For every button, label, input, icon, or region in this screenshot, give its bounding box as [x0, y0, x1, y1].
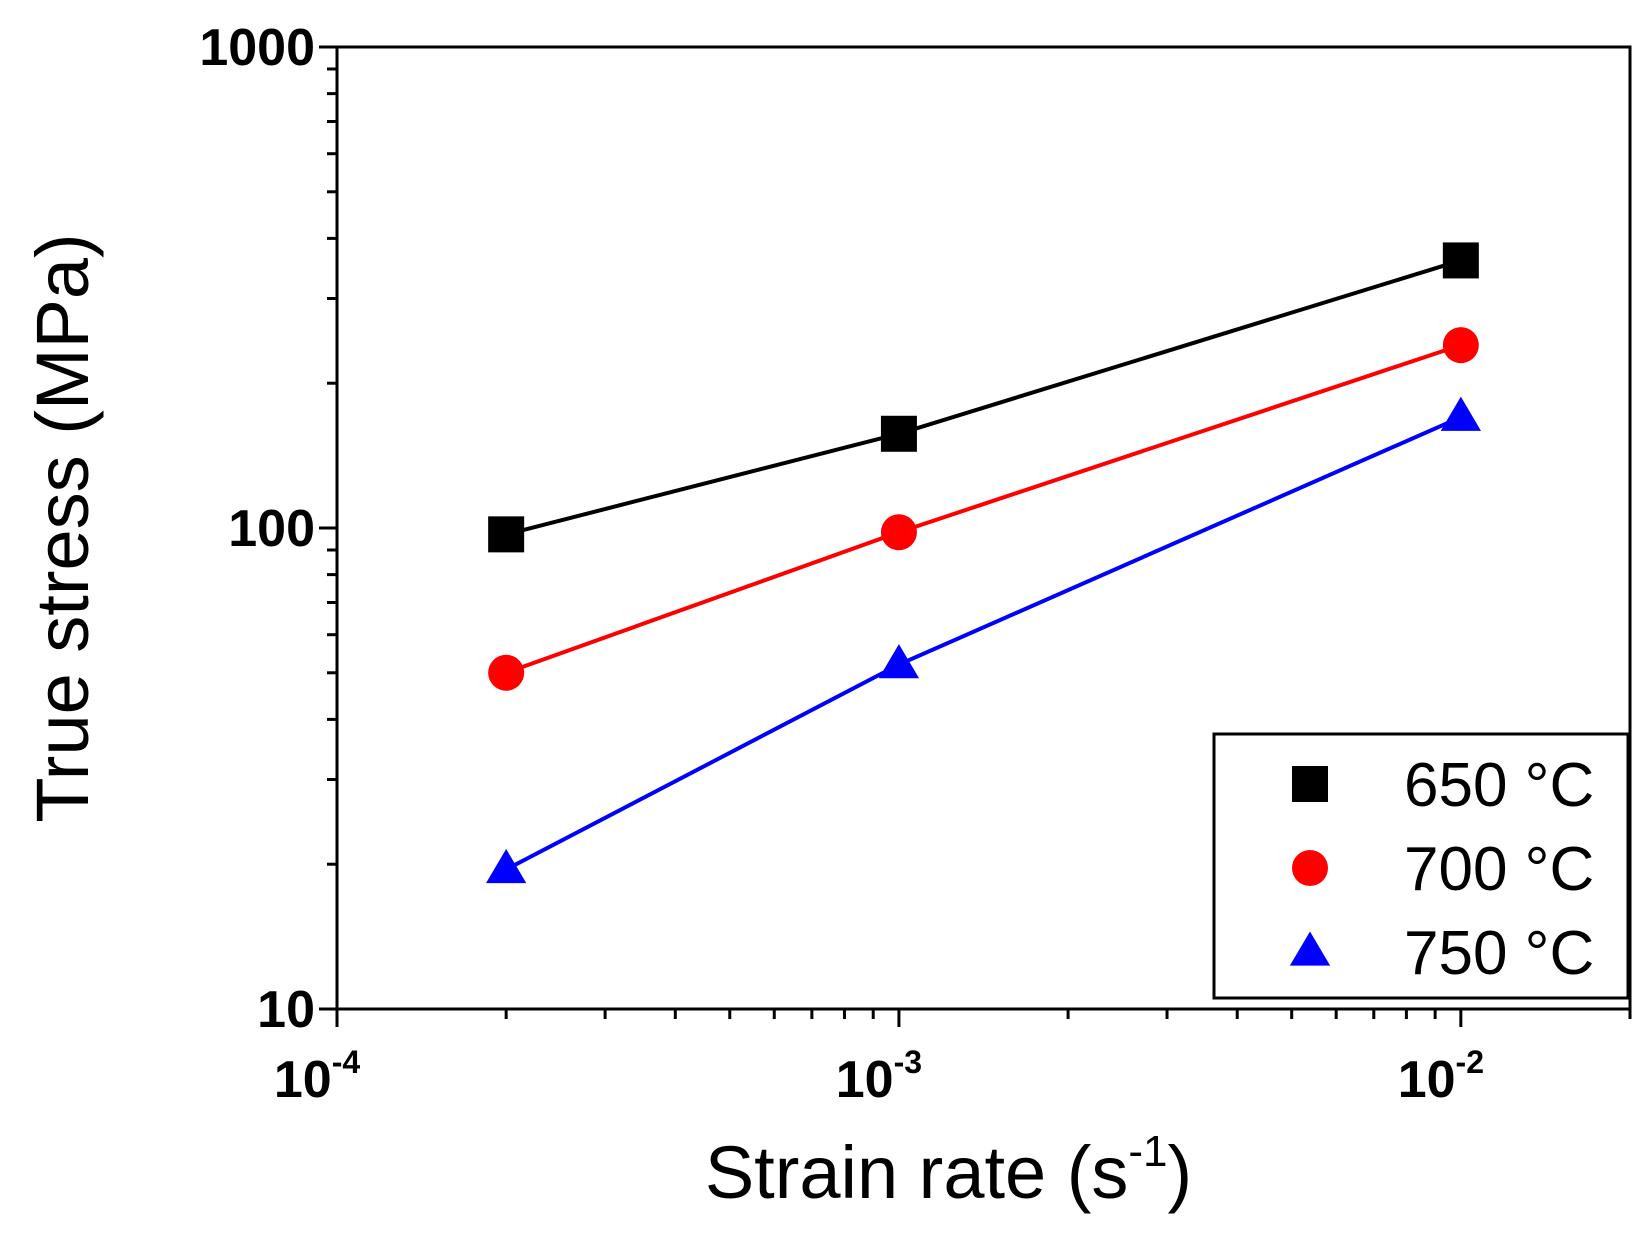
- y-axis-title: True stress (MPa): [21, 233, 104, 822]
- series-line: [505, 343, 1462, 675]
- triangle-marker: [878, 644, 920, 679]
- series-1: [488, 327, 1479, 691]
- y-tick-label: 1000: [199, 19, 315, 77]
- axis-labels: True stress (MPa) Strain rate (s-1): [21, 233, 1192, 1214]
- x-axis-title-main: Strain rate (s: [705, 1131, 1129, 1214]
- y-tick-label: 10: [257, 981, 315, 1039]
- legend: 650 °C 700 °C 750 °C: [1212, 732, 1630, 1000]
- legend-item-1: 700 °C: [1292, 835, 1594, 904]
- square-marker: [488, 516, 525, 553]
- x-tick-label-base: 10: [1398, 1051, 1456, 1109]
- x-tick-label-exponent: -3: [894, 1044, 922, 1080]
- x-tick-label-base: 10: [836, 1051, 894, 1109]
- square-marker: [1292, 766, 1328, 802]
- square-marker: [880, 415, 917, 452]
- x-tick-label-base: 10: [274, 1051, 332, 1109]
- legend-label: 650 °C: [1404, 751, 1594, 820]
- x-tick-label-exponent: -4: [332, 1044, 361, 1080]
- circle-marker: [1292, 850, 1328, 886]
- x-tick-label: 10-3: [836, 1044, 922, 1109]
- legend-label: 750 °C: [1404, 919, 1594, 988]
- x-tick-label: 10-4: [274, 1044, 361, 1109]
- circle-marker: [880, 514, 917, 551]
- x-axis-title-sup: -1: [1128, 1127, 1167, 1176]
- series-0: [488, 242, 1479, 553]
- legend-item-2: 750 °C: [1289, 919, 1594, 988]
- legend-label: 700 °C: [1404, 835, 1594, 904]
- x-tick-label: 10-2: [1398, 1044, 1484, 1109]
- square-marker: [1442, 242, 1479, 279]
- series-layer: [485, 242, 1482, 884]
- x-axis-title-close: ): [1168, 1131, 1193, 1214]
- series-line: [505, 258, 1462, 537]
- legend-item-0: 650 °C: [1292, 751, 1594, 820]
- series-2: [485, 396, 1482, 884]
- triangle-marker: [1289, 931, 1331, 966]
- legend-box: [1212, 732, 1630, 1000]
- x-axis-title: Strain rate (s-1): [705, 1127, 1192, 1214]
- y-tick-label: 100: [228, 500, 315, 558]
- circle-marker: [1442, 327, 1479, 364]
- triangle-marker: [485, 848, 527, 884]
- triangle-marker: [1440, 396, 1482, 431]
- x-tick-label-exponent: -2: [1456, 1044, 1484, 1080]
- circle-marker: [488, 654, 525, 691]
